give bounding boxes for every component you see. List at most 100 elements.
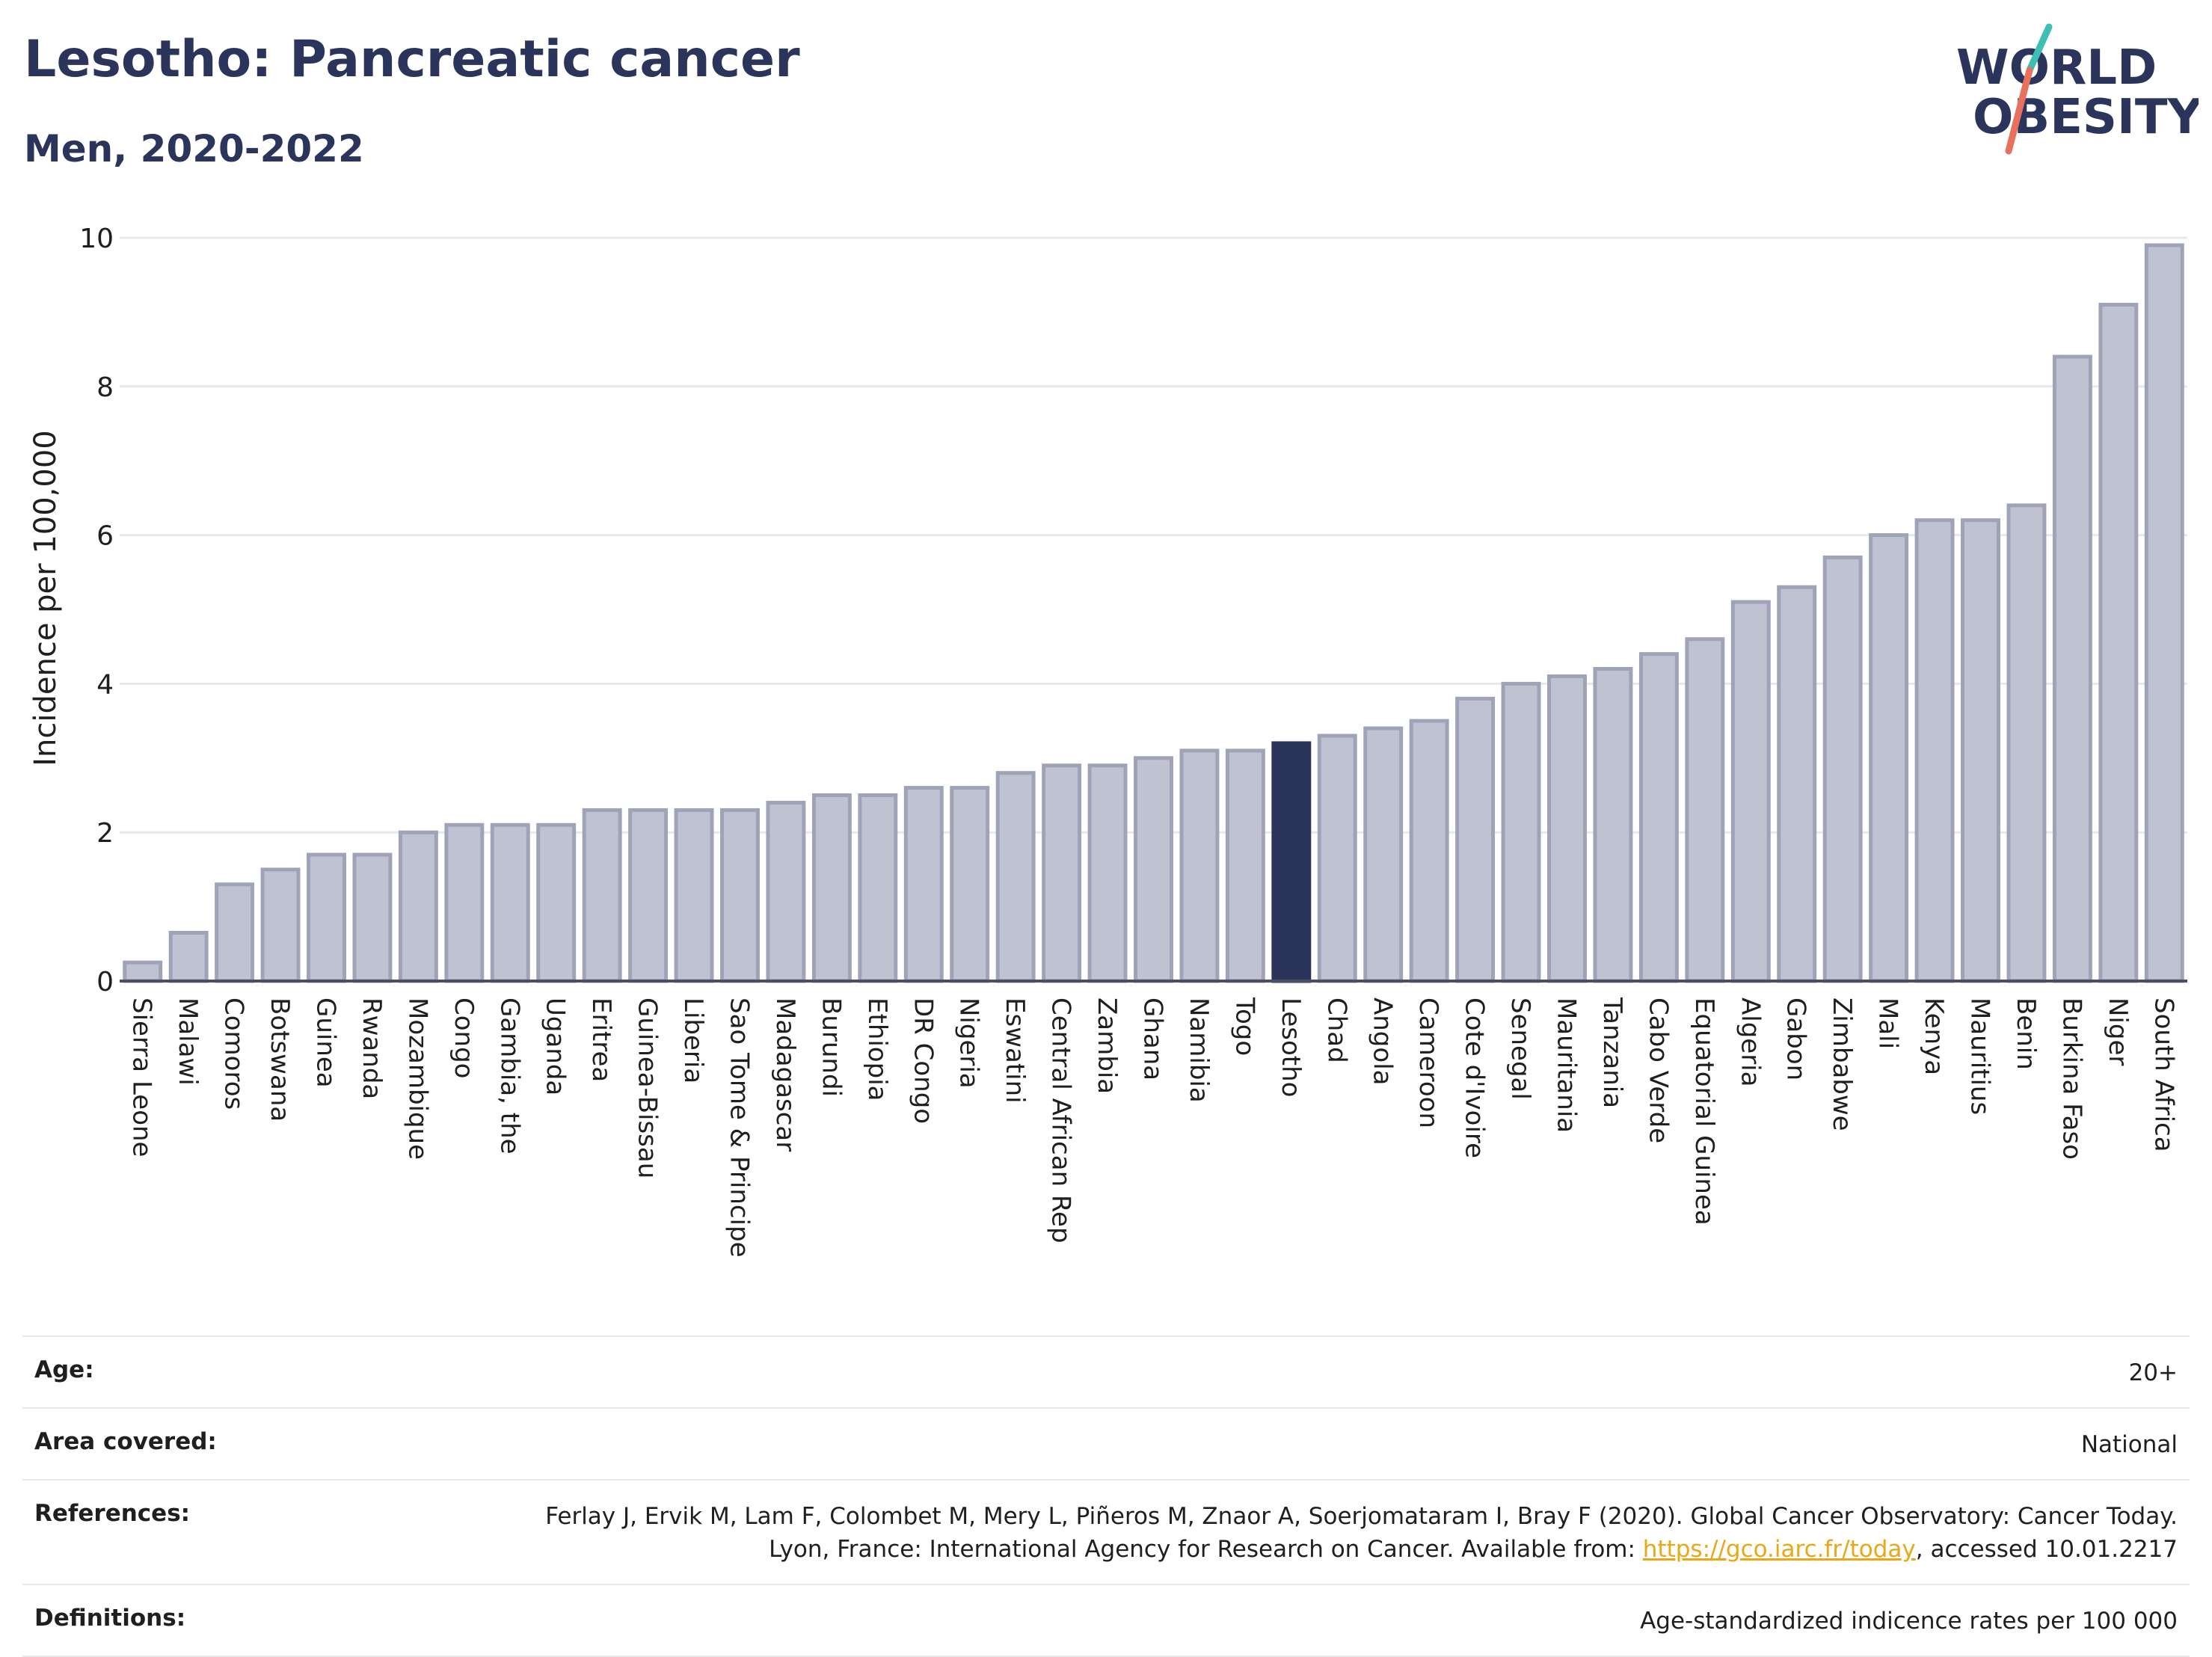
- bar: [720, 808, 760, 983]
- x-tick-label: Liberia: [678, 997, 708, 1083]
- x-tick-label: South Africa: [2148, 997, 2178, 1152]
- bar: [398, 830, 438, 983]
- bar: [490, 823, 530, 983]
- bar: [1455, 696, 1496, 983]
- x-tick-label: Madagascar: [770, 997, 800, 1152]
- references-tail: , accessed 10.01.2217: [1915, 1536, 2178, 1563]
- x-tick-labels: Sierra Leone Malawi Comoros Botswana Guinea R…: [127, 997, 2179, 1258]
- references-link[interactable]: https://gco.iarc.fr/today: [1642, 1536, 1916, 1563]
- bar: [1042, 763, 1082, 983]
- x-tick-label: Ethiopia: [862, 997, 892, 1101]
- y-axis-label: Incidence per 100,000: [28, 430, 63, 766]
- bar: [2006, 503, 2047, 983]
- footer-row-references: References: Ferlay J, Ervik M, Lam F, Co…: [22, 1479, 2190, 1584]
- bar: [950, 786, 990, 983]
- bar: [903, 786, 944, 983]
- bar: [1179, 748, 1220, 983]
- x-tick-label: Niger: [2103, 997, 2133, 1066]
- x-tick-label: Nigeria: [954, 997, 984, 1089]
- bar: [307, 852, 346, 983]
- x-tick-label: Uganda: [541, 997, 571, 1095]
- bar: [1501, 681, 1541, 983]
- x-tick-label: Zambia: [1092, 997, 1122, 1094]
- bar: [1777, 585, 1817, 983]
- bar: [2052, 354, 2092, 983]
- x-tick-label: Lesotho: [1276, 997, 1306, 1097]
- y-tick-labels: 0 2 4 6 8 10: [79, 224, 114, 997]
- bar: [1087, 763, 1128, 983]
- x-tick-label: Cabo Verde: [1643, 997, 1673, 1143]
- bar: [2098, 302, 2139, 983]
- x-tick-label: Sao Tome & Principe: [725, 997, 755, 1258]
- bar: [352, 852, 393, 983]
- x-tick-label: Ghana: [1138, 997, 1168, 1080]
- bar-highlight: [1271, 741, 1312, 983]
- bar: [1409, 719, 1449, 983]
- bar: [811, 793, 852, 983]
- x-tick-label: Rwanda: [357, 997, 387, 1099]
- bar: [215, 882, 255, 983]
- x-tick-label: Senegal: [1505, 997, 1535, 1100]
- bar: [858, 793, 898, 983]
- world-obesity-logo: WORLD OBESITY: [1956, 23, 2199, 155]
- logo-text-top: WORLD: [1956, 40, 2157, 96]
- x-tick-label: Equatorial Guinea: [1689, 997, 1719, 1226]
- bar: [168, 930, 209, 983]
- bar: [123, 960, 163, 983]
- bar: [995, 771, 1036, 983]
- references-text: Ferlay J, Ervik M, Lam F, Colombet M, Me…: [545, 1503, 2178, 1563]
- logo-slash-coral: [2005, 67, 2033, 155]
- x-tick-label: Burundi: [816, 997, 846, 1097]
- references-label: References:: [34, 1500, 191, 1527]
- x-tick-label: Mali: [1873, 997, 1903, 1049]
- x-tick-label: Botswana: [265, 997, 295, 1122]
- x-tick-label: Guinea-Bissau: [633, 997, 663, 1178]
- area-label: Area covered:: [34, 1428, 217, 1455]
- x-tick-label: Algeria: [1735, 997, 1765, 1086]
- x-tick-label: Cameroon: [1413, 997, 1443, 1128]
- bar: [628, 808, 669, 983]
- bar: [1730, 600, 1771, 983]
- x-tick-label: Zimbabwe: [1827, 997, 1857, 1131]
- footer-row-area: Area covered: National: [22, 1407, 2190, 1479]
- area-value: National: [2080, 1431, 2178, 1458]
- x-tick-label: Kenya: [1919, 997, 1949, 1075]
- bar-chart: 0 2 4 6 8 10 Sierra Leone Malawi Comoros Botswan…: [28, 224, 2187, 1258]
- x-tick-label: Burkina Faso: [2056, 997, 2086, 1160]
- bar: [1914, 518, 1955, 983]
- age-label: Age:: [34, 1356, 94, 1383]
- y-tick-label: 0: [96, 967, 114, 997]
- bar: [1869, 533, 1909, 983]
- bar: [260, 867, 301, 983]
- x-tick-label: Eritrea: [586, 997, 616, 1082]
- footer-row-definitions: Definitions: Age-standardized indicence …: [22, 1584, 2190, 1657]
- x-tick-label: Congo: [449, 997, 479, 1078]
- bar: [1638, 652, 1679, 983]
- x-tick-label: Cote d'Ivoire: [1460, 997, 1490, 1158]
- bar: [1134, 756, 1173, 983]
- x-tick-label: Chad: [1321, 997, 1351, 1063]
- bar: [536, 823, 577, 983]
- chart-title: Lesotho: Pancreatic cancer: [24, 30, 800, 89]
- x-tick-label: Comoros: [219, 997, 249, 1110]
- x-tick-label: Guinea: [311, 997, 341, 1088]
- y-tick-label: 8: [96, 372, 114, 403]
- bar: [1685, 637, 1725, 983]
- logo-slash-teal: [2026, 23, 2053, 74]
- x-tick-label: Central African Rep: [1046, 997, 1076, 1243]
- definitions-label: Definitions:: [34, 1605, 186, 1632]
- bar: [1317, 734, 1357, 983]
- x-tick-label: Angola: [1368, 997, 1398, 1085]
- chart-subtitle: Men, 2020-2022: [24, 127, 364, 170]
- bar: [766, 800, 806, 983]
- footer-row-age: Age: 20+: [22, 1335, 2190, 1407]
- y-tick-label: 10: [79, 224, 114, 254]
- x-tick-label: Sierra Leone: [127, 997, 157, 1157]
- bar: [1225, 748, 1265, 983]
- x-tick-label: DR Congo: [908, 997, 938, 1124]
- bar: [1593, 667, 1633, 983]
- age-value: 20+: [2128, 1359, 2178, 1386]
- bar: [444, 823, 485, 983]
- x-tick-label: Mozambique: [402, 997, 432, 1160]
- bar: [1547, 674, 1587, 983]
